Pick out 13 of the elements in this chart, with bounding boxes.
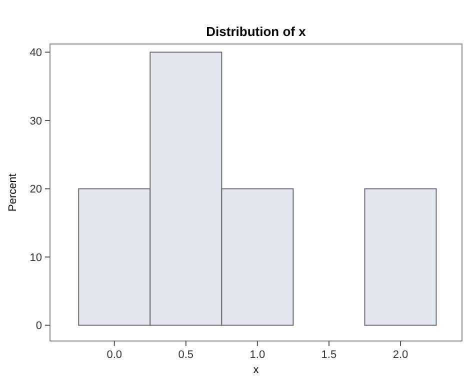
x-tick-label: 0.5 (178, 349, 194, 361)
y-tick-label: 40 (30, 47, 42, 60)
x-tick-label: 0.0 (106, 349, 122, 361)
chart-title: Distribution of x (206, 24, 307, 39)
x-tick-label: 1.0 (250, 349, 266, 361)
y-tick-label: 0 (36, 320, 42, 332)
x-tick-label: 1.5 (321, 349, 337, 361)
x-tick-label: 2.0 (392, 349, 408, 361)
x-axis-title: x (253, 364, 260, 376)
y-tick-label: 20 (30, 184, 42, 196)
y-tick-label: 10 (30, 252, 42, 264)
y-tick-label: 30 (30, 115, 42, 128)
y-axis-title: Percent (7, 174, 19, 212)
